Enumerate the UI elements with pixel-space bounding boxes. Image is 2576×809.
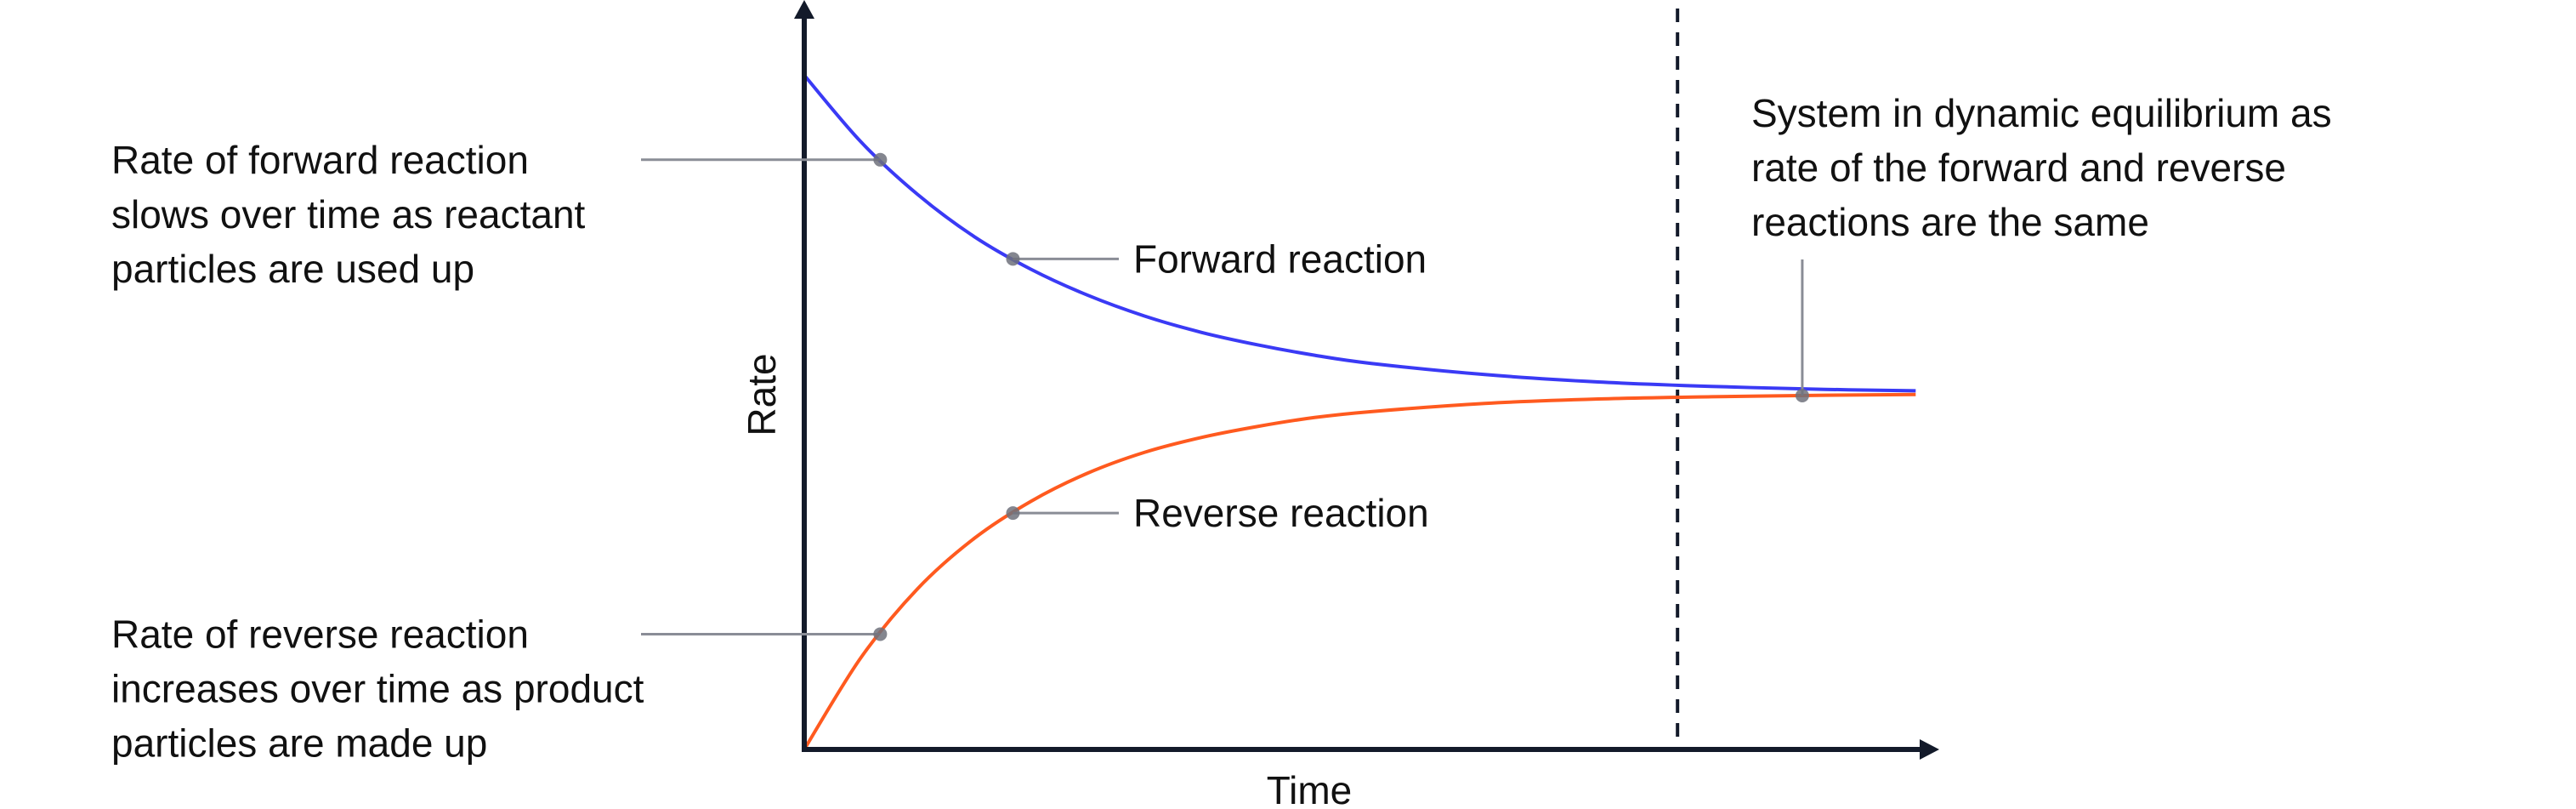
- annotation: Reverse reaction: [1006, 491, 1429, 535]
- x-axis-arrow: [1920, 739, 1939, 760]
- annotation-dot: [873, 627, 888, 641]
- y-axis-arrow: [794, 0, 814, 19]
- series-label: Forward reaction: [1133, 236, 1427, 281]
- annotation-text: Rate of reverse reaction: [111, 612, 529, 656]
- annotation-dot: [1795, 389, 1809, 403]
- annotation: Rate of reverse reaction increases over t…: [111, 612, 888, 765]
- annotation-text: reactions are the same: [1751, 200, 2149, 244]
- annotation-dot: [1006, 506, 1020, 521]
- annotation-text: increases over time as product: [111, 666, 644, 710]
- annotation-dot: [873, 152, 888, 167]
- annotation-text: System in dynamic equilibrium as: [1751, 91, 2332, 135]
- annotation: Forward reaction: [1006, 236, 1427, 281]
- annotation-text: rate of the forward and reverse: [1751, 145, 2286, 190]
- forward-reaction-line: [803, 74, 1916, 393]
- reverse-reaction-line: [803, 392, 1916, 751]
- annotation-text: particles are made up: [111, 721, 487, 765]
- annotation-dot: [1006, 252, 1020, 266]
- annotation: System in dynamic equilibrium as rate of …: [1751, 91, 2332, 403]
- x-axis-label: Time: [1267, 768, 1353, 809]
- annotation: Rate of forward reaction slows over time …: [111, 138, 888, 291]
- series-label: Reverse reaction: [1133, 491, 1429, 535]
- annotation-text: slows over time as reactant: [111, 192, 586, 236]
- y-axis-label: Rate: [740, 353, 784, 436]
- annotation-text: particles are used up: [111, 247, 474, 291]
- annotation-text: Rate of forward reaction: [111, 138, 529, 182]
